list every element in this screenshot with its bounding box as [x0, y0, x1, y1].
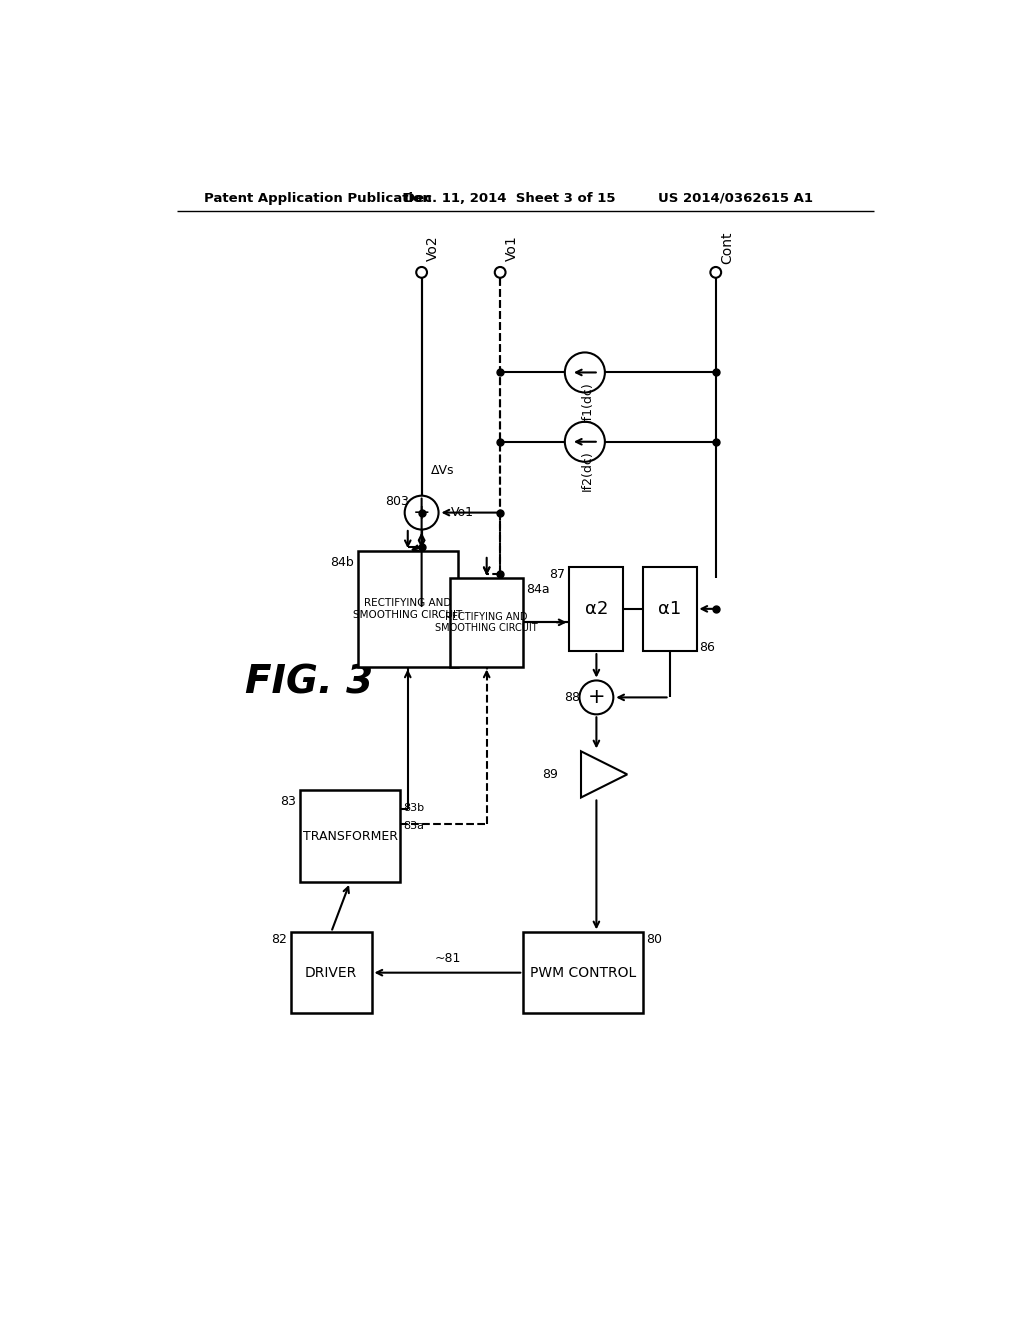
Text: Vo1: Vo1: [505, 235, 519, 260]
Text: TRANSFORMER: TRANSFORMER: [302, 829, 397, 842]
Text: RECTIFYING AND
SMOOTHING CIRCUIT: RECTIFYING AND SMOOTHING CIRCUIT: [435, 611, 538, 634]
Bar: [291, 932, 372, 1014]
Bar: [451, 578, 523, 667]
Text: US 2014/0362615 A1: US 2014/0362615 A1: [658, 191, 813, 205]
Text: α2: α2: [585, 599, 608, 618]
Text: 83: 83: [281, 795, 296, 808]
Text: +: +: [413, 503, 430, 523]
Text: Patent Application Publication: Patent Application Publication: [204, 191, 431, 205]
Circle shape: [565, 352, 605, 392]
Circle shape: [495, 267, 506, 277]
Text: 84a: 84a: [526, 583, 550, 597]
Circle shape: [404, 495, 438, 529]
Text: 803: 803: [385, 495, 409, 508]
Text: +: +: [588, 688, 605, 708]
Circle shape: [580, 681, 613, 714]
Text: 89: 89: [542, 768, 558, 781]
Text: Dec. 11, 2014  Sheet 3 of 15: Dec. 11, 2014 Sheet 3 of 15: [403, 191, 615, 205]
Text: 84b: 84b: [330, 556, 354, 569]
Bar: [643, 566, 696, 651]
Text: ΔVs: ΔVs: [431, 463, 455, 477]
Text: Vo1: Vo1: [451, 506, 474, 519]
Bar: [523, 932, 643, 1014]
Text: Cont: Cont: [720, 231, 734, 264]
Bar: [357, 552, 458, 667]
Text: 88: 88: [564, 690, 580, 704]
Text: Vo2: Vo2: [426, 235, 440, 260]
Text: 86: 86: [699, 640, 716, 653]
Circle shape: [416, 267, 427, 277]
Text: 83a: 83a: [403, 821, 424, 832]
Text: α1: α1: [658, 599, 681, 618]
Bar: [569, 566, 624, 651]
Text: FIG. 3: FIG. 3: [245, 663, 373, 701]
Polygon shape: [581, 751, 628, 797]
Text: If2(dc): If2(dc): [581, 450, 594, 491]
Text: 80: 80: [646, 933, 663, 946]
Text: 83b: 83b: [403, 803, 424, 813]
Circle shape: [711, 267, 721, 277]
Text: ~81: ~81: [434, 952, 461, 965]
Bar: [300, 789, 400, 882]
Text: 82: 82: [271, 933, 287, 946]
Text: 87: 87: [549, 568, 565, 581]
Text: RECTIFYING AND
SMOOTHING CIRCUIT: RECTIFYING AND SMOOTHING CIRCUIT: [353, 598, 463, 619]
Text: DRIVER: DRIVER: [305, 966, 357, 979]
Text: PWM CONTROL: PWM CONTROL: [529, 966, 636, 979]
Text: If1(dc): If1(dc): [581, 381, 594, 422]
Circle shape: [565, 422, 605, 462]
